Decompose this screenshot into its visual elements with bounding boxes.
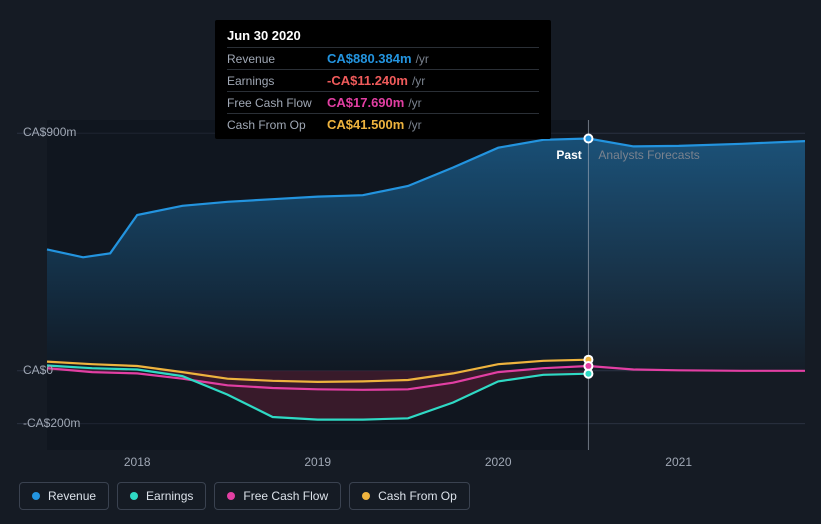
tooltip-row-label: Cash From Op bbox=[227, 118, 327, 132]
tooltip-row-label: Revenue bbox=[227, 52, 327, 66]
y-axis-label: -CA$200m bbox=[23, 416, 80, 430]
tooltip-row-value: CA$880.384m bbox=[327, 51, 412, 66]
x-axis-label: 2018 bbox=[124, 455, 151, 469]
legend-dot-icon bbox=[362, 492, 370, 500]
legend-item-label: Revenue bbox=[48, 489, 96, 503]
financials-chart[interactable]: CA$900m CA$0 -CA$200m 2018 2019 2020 2021 bbox=[17, 120, 805, 470]
legend-dot-icon bbox=[130, 492, 138, 500]
x-axis-label: 2021 bbox=[665, 455, 692, 469]
forecast-label: Analysts Forecasts bbox=[598, 148, 699, 162]
tooltip-row-suffix: /yr bbox=[416, 52, 429, 66]
tooltip-row: Cash From OpCA$41.500m/yr bbox=[227, 113, 539, 135]
tooltip-row-label: Earnings bbox=[227, 74, 327, 88]
legend-item-label: Free Cash Flow bbox=[243, 489, 328, 503]
tooltip-row: RevenueCA$880.384m/yr bbox=[227, 47, 539, 69]
legend-item-cash-from-op[interactable]: Cash From Op bbox=[349, 482, 470, 510]
y-axis-label: CA$900m bbox=[23, 125, 76, 139]
legend-item-earnings[interactable]: Earnings bbox=[117, 482, 206, 510]
chart-svg bbox=[17, 120, 805, 450]
tooltip-row-label: Free Cash Flow bbox=[227, 96, 327, 110]
tooltip-row-value: CA$17.690m bbox=[327, 95, 404, 110]
legend-item-free-cash-flow[interactable]: Free Cash Flow bbox=[214, 482, 341, 510]
tooltip-row: Earnings-CA$11.240m/yr bbox=[227, 69, 539, 91]
tooltip-row: Free Cash FlowCA$17.690m/yr bbox=[227, 91, 539, 113]
legend-item-revenue[interactable]: Revenue bbox=[19, 482, 109, 510]
chart-legend: Revenue Earnings Free Cash Flow Cash From O… bbox=[19, 482, 470, 510]
tooltip-row-suffix: /yr bbox=[408, 118, 421, 132]
chart-tooltip: Jun 30 2020 RevenueCA$880.384m/yrEarning… bbox=[215, 20, 551, 139]
x-axis-label: 2019 bbox=[304, 455, 331, 469]
tooltip-row-suffix: /yr bbox=[412, 74, 425, 88]
x-axis-label: 2020 bbox=[485, 455, 512, 469]
legend-dot-icon bbox=[32, 492, 40, 500]
legend-dot-icon bbox=[227, 492, 235, 500]
tooltip-date: Jun 30 2020 bbox=[227, 28, 539, 43]
tooltip-row-value: -CA$11.240m bbox=[327, 73, 408, 88]
y-axis-label: CA$0 bbox=[23, 363, 53, 377]
tooltip-row-value: CA$41.500m bbox=[327, 117, 404, 132]
legend-item-label: Earnings bbox=[146, 489, 193, 503]
legend-item-label: Cash From Op bbox=[378, 489, 457, 503]
tooltip-row-suffix: /yr bbox=[408, 96, 421, 110]
past-label: Past bbox=[556, 148, 581, 162]
